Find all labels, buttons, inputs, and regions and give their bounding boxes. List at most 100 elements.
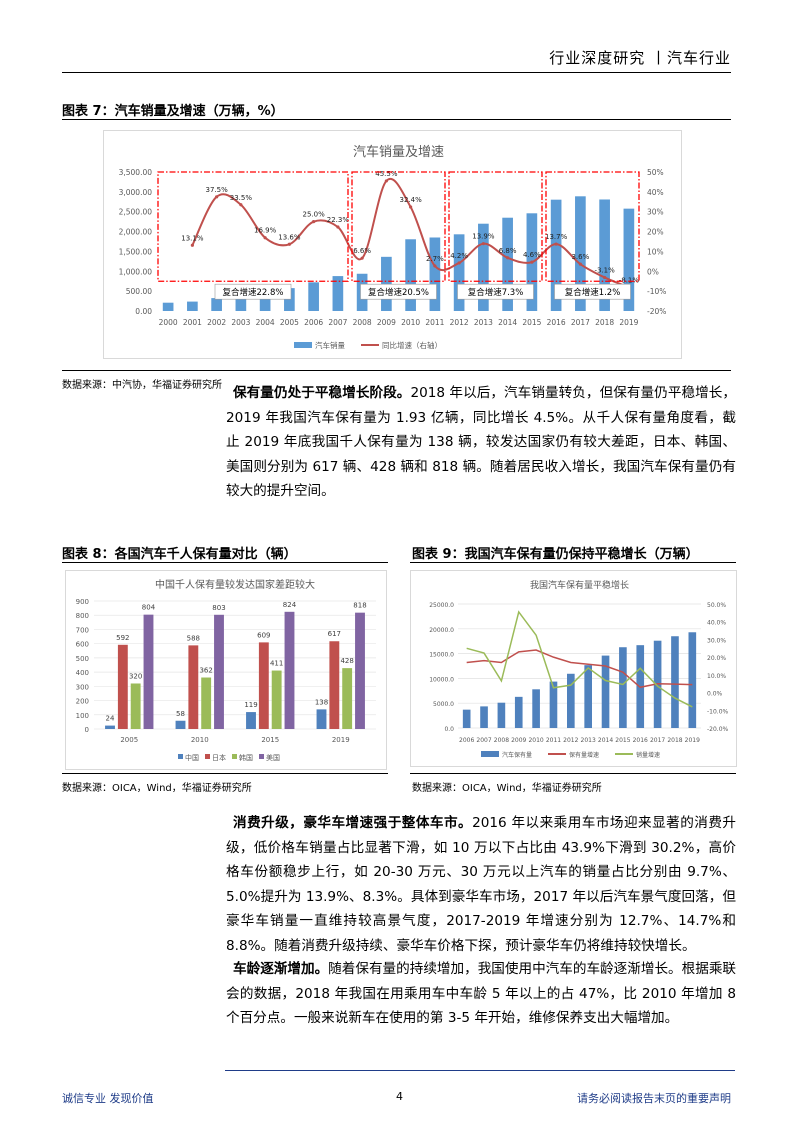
data-label: 13.9% <box>472 233 495 241</box>
x-tick: 2007 <box>328 318 347 327</box>
x-tick: 2011 <box>425 318 444 327</box>
legend-label: 保有量增速 <box>569 751 599 759</box>
data-label: 37.5% <box>206 186 229 194</box>
bar <box>549 681 558 728</box>
y-tick-left: 2,000.00 <box>119 228 153 237</box>
line-point <box>336 225 340 229</box>
line-point <box>481 242 485 246</box>
cagr-label: 复合增速22.8% <box>222 287 283 298</box>
bar <box>271 670 282 729</box>
legend-swatch <box>259 754 264 759</box>
y-tick-left: 3,000.00 <box>119 188 153 197</box>
x-tick: 2019 <box>332 736 350 744</box>
figure8-divider <box>62 562 388 563</box>
data-label: 6.8% <box>499 247 517 255</box>
legend-swatch <box>178 754 183 759</box>
data-label: 428 <box>340 657 353 665</box>
y-tick-right: 20.0% <box>707 655 726 662</box>
legend-label: 汽车保有量 <box>502 751 532 759</box>
data-label: 2.7% <box>426 255 444 263</box>
y-tick: 900 <box>76 598 89 606</box>
y-tick-left: 2,500.00 <box>119 208 153 217</box>
y-tick-left: 0.00 <box>135 307 152 316</box>
y-tick-right: 40.0% <box>707 620 726 627</box>
legend-swatch <box>205 754 210 759</box>
legend-swatch <box>481 751 499 757</box>
x-tick: 2001 <box>183 318 202 327</box>
line-point <box>457 261 461 265</box>
x-tick: 2005 <box>280 318 299 327</box>
line-point <box>433 264 437 268</box>
y-tick-left: 1,000.00 <box>119 267 153 276</box>
y-tick: 0 <box>85 726 89 734</box>
bar <box>308 282 319 311</box>
paragraph-body: 2018 年以后，汽车销量转负，但保有量仍平稳增长，2019 年我国汽车保有量为… <box>226 385 737 500</box>
bar <box>235 293 247 311</box>
bar <box>453 234 465 311</box>
bar <box>329 641 340 729</box>
x-tick: 2002 <box>207 318 226 327</box>
chart-title: 汽车销量及增速 <box>353 144 444 160</box>
figure8-chart: 中国千人保有量较发达国家差距较大 0 100 200 300 400 500 600 700 80… <box>65 570 387 770</box>
bar <box>214 614 224 729</box>
line-point <box>384 179 388 183</box>
cagr-box <box>157 171 349 282</box>
data-label: 138 <box>315 698 328 706</box>
x-tick: 2012 <box>450 318 469 327</box>
cagr-label: 复合增速1.2% <box>565 287 621 298</box>
bar <box>462 709 471 728</box>
data-label: 4.6% <box>523 251 541 259</box>
data-label: 16.9% <box>254 227 277 235</box>
x-tick: 2005 <box>120 736 138 744</box>
data-label: 13.1% <box>181 234 204 242</box>
paragraph-car-age: 车龄逐渐增加。随着保有量的持续增加，我国使用中汽车的车龄逐渐增长。根据乘联会的数… <box>226 957 736 1031</box>
cagr-label-box <box>214 283 292 300</box>
data-label: 33.5% <box>230 194 253 202</box>
data-label: 320 <box>129 672 142 680</box>
data-label: -3.1% <box>594 266 615 274</box>
x-tick: 2019 <box>619 318 638 327</box>
bar <box>502 217 513 311</box>
y-tick-right: 0% <box>647 267 659 276</box>
y-tick-left: 5000.0 <box>433 701 454 708</box>
y-tick: 600 <box>76 641 89 649</box>
bar <box>532 689 540 728</box>
x-tick: 2006 <box>304 318 323 327</box>
legend-label: 销量增速 <box>636 751 660 759</box>
bar <box>284 288 295 311</box>
y-tick-left: 25000.0 <box>429 602 454 609</box>
x-tick: 2011 <box>546 737 561 744</box>
y-tick: 200 <box>76 698 89 706</box>
x-tick: 2003 <box>231 318 250 327</box>
figure9-source-divider <box>410 773 736 774</box>
legend-label: 日本 <box>212 753 226 762</box>
y-tick: 700 <box>76 626 89 634</box>
x-tick: 2010 <box>528 737 543 744</box>
data-label: 24 <box>106 715 115 723</box>
data-label: 119 <box>244 701 257 709</box>
data-label: 588 <box>187 634 200 642</box>
bar <box>550 199 562 311</box>
y-tick-left: 20000.0 <box>429 627 454 634</box>
figure9-source: 数据来源：OICA，Wind，华福证券研究所 <box>412 783 602 794</box>
x-tick: 2015 <box>522 318 541 327</box>
figure8-title: 图表 8：各国汽车千人保有量对比（辆） <box>62 547 297 562</box>
legend-swatch <box>232 754 237 759</box>
y-tick-right: -10.0% <box>707 708 729 715</box>
x-tick: 2014 <box>498 318 517 327</box>
legend-label: 同比增速（右轴） <box>382 340 442 350</box>
legend-swatch <box>294 342 312 348</box>
figure7-svg: 汽车销量及增速 0.00 500.00 1,000.00 1,500.00 2,000.0… <box>119 144 667 350</box>
figure9-title: 图表 9：我国汽车保有量仍保持平稳增长（万辆） <box>412 547 699 562</box>
data-label: 25.0% <box>303 211 326 219</box>
data-label: 32.4% <box>400 196 423 204</box>
bar <box>355 612 365 729</box>
x-tick: 2013 <box>474 318 493 327</box>
bar <box>201 677 212 729</box>
line-point <box>603 275 607 280</box>
bar <box>284 611 295 729</box>
cagr-box <box>545 171 640 282</box>
figure7-source-divider <box>62 370 731 371</box>
cagr-label: 复合增速7.3% <box>468 287 524 298</box>
